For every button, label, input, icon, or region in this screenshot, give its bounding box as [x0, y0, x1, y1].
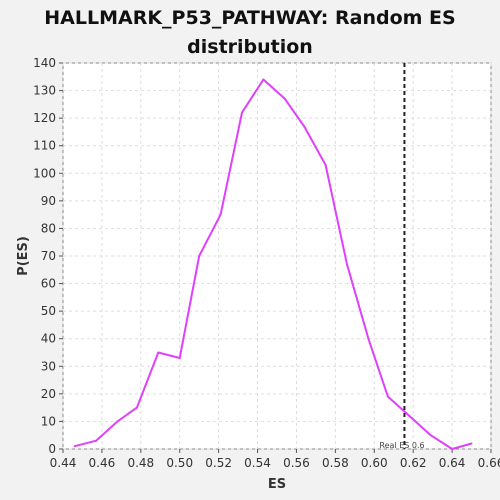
y-tick-label: 80: [41, 221, 56, 235]
data-point: [73, 445, 76, 448]
data-point: [95, 439, 98, 442]
x-tick-label: 0.44: [50, 456, 77, 470]
data-point: [408, 414, 411, 417]
axes: 0 10 20 30 40 50 60 70 80 90 100 110 120 130 140 0.44 0.…: [33, 56, 500, 470]
reference-layer: Real ES 0.6: [379, 63, 425, 450]
x-tick-label: 0.56: [283, 456, 310, 470]
data-point: [367, 337, 370, 340]
y-tick-label: 140: [33, 56, 56, 70]
data-point: [451, 448, 454, 450]
data-point: [429, 434, 432, 437]
real-es-label: Real ES 0.6: [379, 441, 424, 450]
x-tick-label: 0.48: [127, 456, 154, 470]
data-point: [303, 125, 306, 128]
x-tick-label: 0.60: [361, 456, 388, 470]
data-point: [178, 357, 181, 360]
series-layer: [73, 78, 473, 450]
data-point: [346, 263, 349, 266]
y-tick-label: 70: [41, 249, 56, 263]
x-tick-label: 0.64: [439, 456, 466, 470]
x-axis-label: ES: [268, 477, 286, 492]
data-point: [219, 213, 222, 216]
es-distribution-line: [74, 78, 472, 450]
y-tick-label: 60: [41, 277, 56, 291]
data-point: [240, 111, 243, 114]
y-tick-label: 10: [41, 414, 56, 428]
data-point: [262, 78, 265, 81]
y-tick-label: 20: [41, 387, 56, 401]
y-tick-label: 0: [48, 442, 56, 456]
x-tick-label: 0.58: [322, 456, 349, 470]
x-tick-label: 0.46: [89, 456, 116, 470]
data-point: [386, 395, 389, 398]
data-point: [135, 406, 138, 409]
x-tick-label: 0.66: [478, 456, 500, 470]
chart-title-line1: HALLMARK_P53_PATHWAY: Random ES: [44, 7, 456, 29]
y-tick-label: 100: [33, 166, 56, 180]
data-point: [470, 442, 473, 445]
chart-title: HALLMARK_P53_PATHWAY: Random ES distribu…: [0, 4, 500, 62]
data-point: [324, 164, 327, 167]
y-tick-label: 50: [41, 304, 56, 318]
data-point: [116, 420, 119, 423]
x-tick-label: 0.54: [244, 456, 271, 470]
y-tick-label: 120: [33, 111, 56, 125]
y-tick-label: 130: [33, 84, 56, 98]
y-tick-label: 90: [41, 194, 56, 208]
y-tick-label: 30: [41, 359, 56, 373]
data-point: [283, 97, 286, 100]
x-tick-label: 0.62: [400, 456, 427, 470]
plot-area: [62, 62, 492, 450]
chart-title-line2: distribution: [187, 36, 313, 58]
x-tick-label: 0.52: [205, 456, 232, 470]
x-tick-label: 0.50: [166, 456, 193, 470]
data-point: [157, 351, 160, 354]
y-tick-label: 110: [33, 139, 56, 153]
y-axis-label: P(ES): [16, 236, 31, 276]
data-point: [198, 255, 201, 257]
y-tick-label: 40: [41, 332, 56, 346]
